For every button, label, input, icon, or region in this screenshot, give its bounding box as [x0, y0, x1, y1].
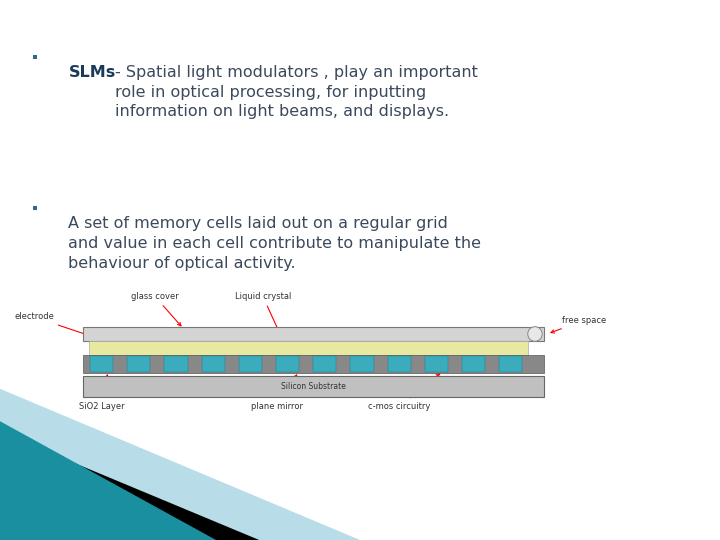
Polygon shape [0, 421, 216, 540]
FancyBboxPatch shape [89, 341, 528, 355]
Text: c-mos circuitry: c-mos circuitry [369, 374, 440, 411]
FancyBboxPatch shape [239, 356, 262, 372]
Text: free space: free space [551, 316, 606, 333]
Ellipse shape [528, 327, 542, 341]
Text: SiO2 Layer: SiO2 Layer [79, 375, 125, 411]
Text: plane mirror: plane mirror [251, 375, 303, 411]
FancyBboxPatch shape [83, 376, 544, 397]
Text: electrode: electrode [14, 313, 90, 336]
FancyBboxPatch shape [425, 356, 448, 372]
FancyBboxPatch shape [127, 356, 150, 372]
FancyBboxPatch shape [313, 356, 336, 372]
Polygon shape [0, 432, 259, 540]
FancyBboxPatch shape [164, 356, 188, 372]
Text: glass cover: glass cover [131, 292, 181, 326]
FancyBboxPatch shape [202, 356, 225, 372]
Polygon shape [0, 389, 360, 540]
Text: SLMs: SLMs [68, 65, 116, 80]
FancyBboxPatch shape [351, 356, 374, 372]
Text: Liquid crystal: Liquid crystal [235, 292, 291, 340]
FancyBboxPatch shape [83, 355, 544, 373]
FancyBboxPatch shape [499, 356, 523, 372]
FancyBboxPatch shape [276, 356, 300, 372]
FancyBboxPatch shape [83, 327, 544, 341]
FancyBboxPatch shape [387, 356, 411, 372]
Text: - Spatial light modulators , play an important
role in optical processing, for i: - Spatial light modulators , play an imp… [115, 65, 478, 119]
FancyBboxPatch shape [90, 356, 113, 372]
FancyBboxPatch shape [462, 356, 485, 372]
Text: A set of memory cells laid out on a regular grid
and value in each cell contribu: A set of memory cells laid out on a regu… [68, 216, 482, 271]
Text: Silicon Substrate: Silicon Substrate [281, 382, 346, 391]
